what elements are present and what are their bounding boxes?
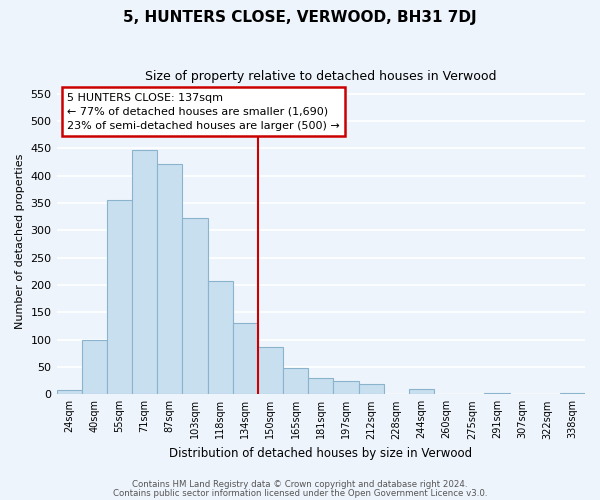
Bar (157, 164, 182, 394)
Text: Contains public sector information licensed under the Open Government Licence v3: Contains public sector information licen… (113, 488, 487, 498)
Bar (56, 390, 82, 394)
Bar (283, 368, 308, 394)
Text: 5, HUNTERS CLOSE, VERWOOD, BH31 7DJ: 5, HUNTERS CLOSE, VERWOOD, BH31 7DJ (123, 10, 477, 25)
Text: 5 HUNTERS CLOSE: 137sqm
← 77% of detached houses are smaller (1,690)
23% of semi: 5 HUNTERS CLOSE: 137sqm ← 77% of detache… (67, 93, 340, 131)
Bar (132, 150, 157, 394)
Bar (258, 348, 283, 395)
Text: Contains HM Land Registry data © Crown copyright and database right 2024.: Contains HM Land Registry data © Crown c… (132, 480, 468, 489)
Bar (359, 384, 383, 394)
Y-axis label: Number of detached properties: Number of detached properties (15, 154, 25, 329)
Bar (308, 378, 334, 394)
Bar (107, 200, 132, 394)
X-axis label: Distribution of detached houses by size in Verwood: Distribution of detached houses by size … (169, 447, 472, 460)
Bar (233, 324, 258, 394)
Bar (484, 393, 509, 394)
Bar (560, 393, 585, 394)
Bar (334, 380, 359, 394)
Bar (208, 281, 233, 394)
Title: Size of property relative to detached houses in Verwood: Size of property relative to detached ho… (145, 70, 497, 83)
Bar (409, 390, 434, 394)
Bar (182, 218, 208, 394)
Bar (82, 340, 107, 394)
